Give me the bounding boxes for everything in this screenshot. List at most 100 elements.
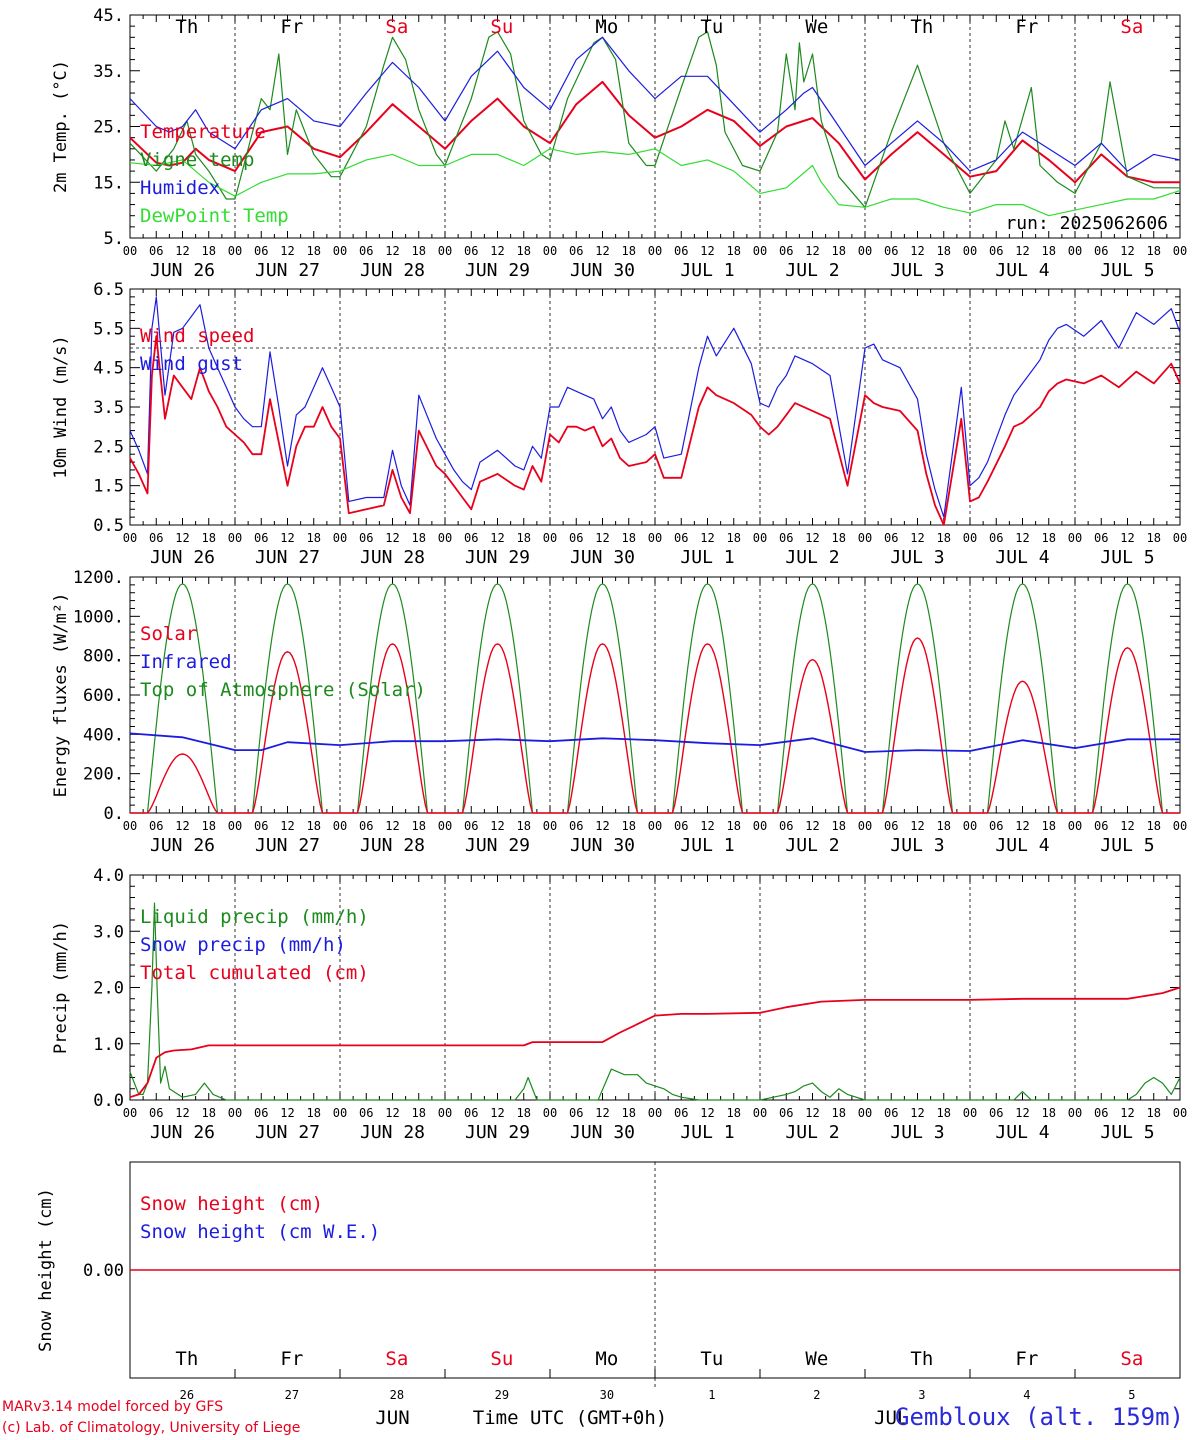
hour-label: 12 <box>910 244 924 258</box>
series-wind-speed <box>129 335 1181 526</box>
hour-label: 06 <box>359 1106 373 1120</box>
hour-label: 18 <box>1042 531 1056 545</box>
hour-label: 06 <box>464 531 478 545</box>
hour-label: 06 <box>674 531 688 545</box>
date-label: JUL 5 <box>1100 260 1154 281</box>
series-total-cumulated <box>129 986 1181 1099</box>
date-label: JUL 3 <box>890 547 944 568</box>
hour-label: 06 <box>149 819 163 833</box>
date-label: JUL 3 <box>890 260 944 281</box>
hour-label: 12 <box>175 244 189 258</box>
legend-total-cumulated-cm-: Total cumulated (cm) <box>140 962 369 984</box>
y-tick-label: 35. <box>93 62 124 82</box>
hour-label: 18 <box>202 244 216 258</box>
hour-label: 12 <box>805 244 819 258</box>
legend-vigne-temp: Vigne temp <box>140 149 254 171</box>
hour-label: 18 <box>832 819 846 833</box>
hour-label: 18 <box>307 1106 321 1120</box>
date-label: JUL 3 <box>890 1122 944 1143</box>
hour-label: 06 <box>1094 1106 1108 1120</box>
y-tick-label: 25. <box>93 118 124 138</box>
weekday-label: Fr <box>1015 1348 1038 1370</box>
hour-label: 06 <box>254 244 268 258</box>
date-label: JUN 26 <box>150 260 215 281</box>
hour-label: 06 <box>359 819 373 833</box>
legend-solar: Solar <box>140 623 197 645</box>
y-tick-label: 0. <box>104 804 124 824</box>
hour-label: 00 <box>438 531 452 545</box>
hour-label: 00 <box>123 1106 137 1120</box>
hour-label: 00 <box>1068 531 1082 545</box>
weekday-label: Mo <box>595 1348 618 1370</box>
hour-label: 18 <box>202 531 216 545</box>
hour-label: 06 <box>254 531 268 545</box>
hour-label: 06 <box>989 1106 1003 1120</box>
y-tick-label: 400. <box>83 725 124 745</box>
hour-label: 12 <box>805 1106 819 1120</box>
hour-label: 06 <box>569 1106 583 1120</box>
weekday-label: Th <box>175 1348 198 1370</box>
date-label: JUN 30 <box>570 547 635 568</box>
day-number: 27 <box>285 1388 299 1402</box>
hour-label: 00 <box>753 819 767 833</box>
date-label: JUL 1 <box>680 835 734 856</box>
hour-label: 00 <box>333 531 347 545</box>
hour-label: 06 <box>884 1106 898 1120</box>
hour-label: 00 <box>963 531 977 545</box>
hour-label: 06 <box>674 819 688 833</box>
y-axis-label: 10m Wind (m/s) <box>51 335 71 478</box>
hour-label: 06 <box>989 819 1003 833</box>
hour-label: 06 <box>884 244 898 258</box>
hour-label: 00 <box>543 1106 557 1120</box>
hour-label: 18 <box>412 1106 426 1120</box>
hour-label: 00 <box>1173 819 1187 833</box>
series-liquid-precip <box>129 902 1181 1101</box>
hour-label: 00 <box>648 819 662 833</box>
time-axis-label: Time UTC (GMT+0h) <box>473 1407 667 1429</box>
hour-label: 12 <box>910 819 924 833</box>
y-tick-label: 15. <box>93 173 124 193</box>
hour-label: 00 <box>858 244 872 258</box>
hour-label: 18 <box>1042 244 1056 258</box>
hour-label: 18 <box>727 244 741 258</box>
legend-snow-height-cm-: Snow height (cm) <box>140 1193 323 1215</box>
hour-label: 00 <box>753 244 767 258</box>
hour-label: 12 <box>280 1106 294 1120</box>
date-label: JUL 1 <box>680 547 734 568</box>
hour-label: 06 <box>254 819 268 833</box>
weekday-label: We <box>805 16 828 38</box>
hour-label: 00 <box>333 244 347 258</box>
day-number: 3 <box>918 1388 925 1402</box>
y-tick-label: 45. <box>93 6 124 26</box>
hour-label: 18 <box>1042 1106 1056 1120</box>
legend-snow-precip-mm-h-: Snow precip (mm/h) <box>140 934 346 956</box>
day-number: 29 <box>495 1388 509 1402</box>
hour-label: 00 <box>123 531 137 545</box>
hour-label: 12 <box>595 244 609 258</box>
hour-label: 00 <box>648 531 662 545</box>
y-axis-label: Snow height (cm) <box>36 1188 56 1352</box>
hour-label: 12 <box>910 1106 924 1120</box>
hour-label: 12 <box>175 819 189 833</box>
hour-label: 00 <box>858 819 872 833</box>
hour-label: 06 <box>464 244 478 258</box>
date-label: JUN 27 <box>255 1122 320 1143</box>
hour-label: 18 <box>727 819 741 833</box>
hour-label: 18 <box>517 244 531 258</box>
y-axis-label: Energy fluxes (W/m²) <box>51 593 71 798</box>
y-tick-label: 1.0 <box>93 1035 124 1055</box>
hour-label: 18 <box>622 244 636 258</box>
hour-label: 12 <box>1015 244 1029 258</box>
hour-label: 06 <box>569 531 583 545</box>
hour-label: 12 <box>1015 1106 1029 1120</box>
date-label: JUN 30 <box>570 835 635 856</box>
y-tick-label: 1200. <box>73 568 124 588</box>
y-tick-label: 6.5 <box>93 280 124 300</box>
hour-label: 00 <box>438 244 452 258</box>
date-label: JUL 1 <box>680 1122 734 1143</box>
hour-label: 12 <box>490 1106 504 1120</box>
date-label: JUL 4 <box>995 1122 1049 1143</box>
weekday-label: Tu <box>700 16 723 38</box>
hour-label: 06 <box>359 531 373 545</box>
hour-label: 12 <box>175 1106 189 1120</box>
